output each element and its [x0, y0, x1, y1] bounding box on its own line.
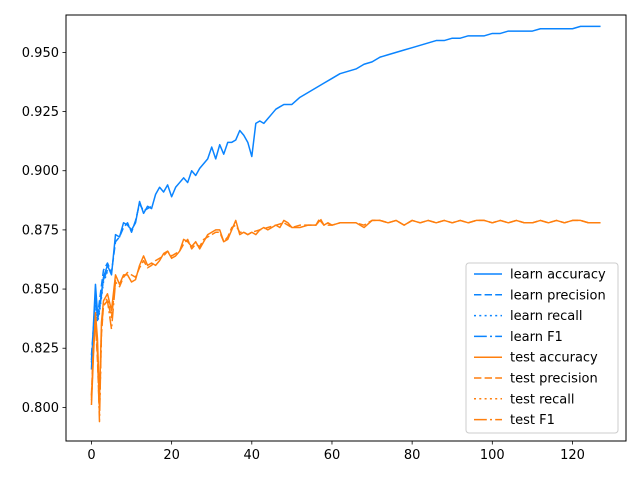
x-tick-label: 0: [87, 448, 95, 463]
legend-box: [465, 262, 619, 434]
y-tick-label: 0.825: [22, 342, 59, 357]
series-line-2: [90, 272, 109, 363]
y-tick-label: 0.900: [22, 164, 59, 179]
legend-label-4: test accuracy: [510, 351, 598, 366]
y-tick-label: 0.875: [22, 223, 59, 238]
x-axis: 0 20 40 60 80 100 120: [87, 441, 585, 463]
legend-label-0: learn accuracy: [510, 268, 606, 283]
x-tick-label: 60: [324, 448, 341, 463]
y-tick-label: 0.850: [22, 283, 59, 298]
series-line-3: [90, 269, 109, 361]
legend-label-2: learn recall: [510, 309, 582, 324]
legend-label-1: learn precision: [510, 288, 606, 303]
series-layer: [90, 25, 601, 423]
legend-label-6: test recall: [510, 392, 575, 407]
y-axis: 0.800 0.825 0.850 0.875 0.900 0.925 0.950: [22, 46, 66, 416]
x-tick-label: 40: [244, 448, 261, 463]
series-line-5: [90, 217, 601, 416]
x-tick-label: 80: [404, 448, 421, 463]
legend: learn accuracy learn precision learn recal…: [465, 262, 619, 434]
y-tick-label: 0.800: [22, 401, 59, 416]
plot-frame: [65, 14, 627, 442]
y-tick-label: 0.950: [22, 46, 59, 61]
x-tick-label: 100: [480, 448, 505, 463]
legend-label-5: test precision: [510, 372, 598, 387]
series-line-7: [90, 281, 117, 423]
series-line-0: [90, 25, 601, 370]
y-tick-label: 0.925: [22, 105, 59, 120]
x-tick-label: 120: [560, 448, 585, 463]
legend-label-7: test F1: [510, 413, 555, 428]
x-tick-label: 20: [163, 448, 180, 463]
legend-label-3: learn F1: [510, 330, 563, 345]
